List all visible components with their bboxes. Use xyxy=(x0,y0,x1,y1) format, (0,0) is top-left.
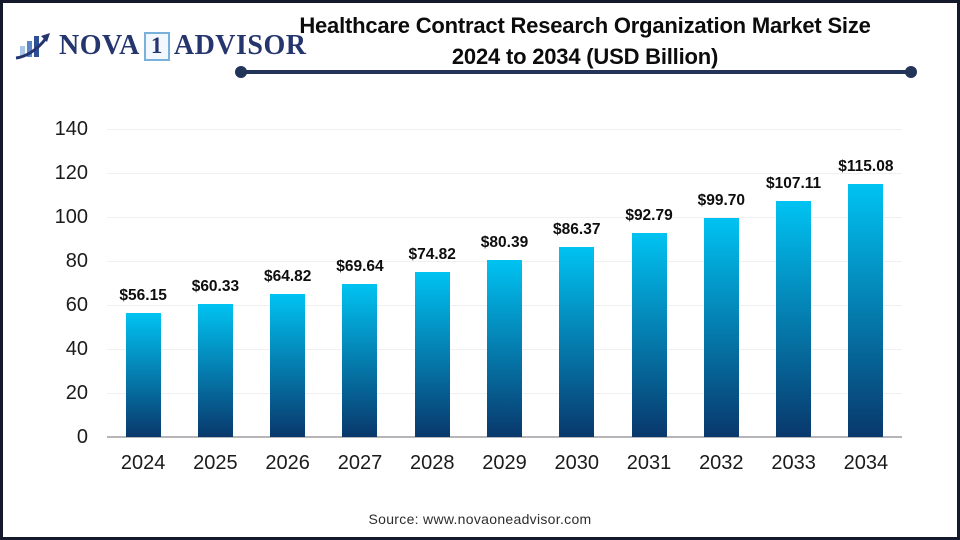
x-axis-label-2031: 2031 xyxy=(626,452,672,474)
bar-2029 xyxy=(487,260,522,437)
bar-value-label-2028: $74.82 xyxy=(408,246,456,263)
y-axis-label-60: 60 xyxy=(65,294,88,316)
bar-value-label-2033: $107.11 xyxy=(765,175,822,192)
bar-value-label-2030: $86.37 xyxy=(553,221,601,238)
bar-2033 xyxy=(776,201,812,437)
gridline-140 xyxy=(107,129,902,130)
bar-2032 xyxy=(703,218,739,437)
bar-2031 xyxy=(631,233,667,437)
x-axis-label-2029: 2029 xyxy=(482,452,527,474)
page-title: Healthcare Contract Research Organizatio… xyxy=(245,10,925,72)
y-axis-label-140: 140 xyxy=(54,118,88,140)
x-axis-label-2030: 2030 xyxy=(554,452,600,474)
bar-value-label-2025: $60.33 xyxy=(191,278,240,295)
x-axis-label-2025: 2025 xyxy=(193,452,238,474)
bar-value-label-2031: $92.79 xyxy=(625,207,673,224)
logo-text-nova: NOVA xyxy=(59,30,140,61)
logo-growth-bars-icon xyxy=(15,33,50,60)
bar-value-label-2026: $64.82 xyxy=(263,268,312,285)
y-axis-label-20: 20 xyxy=(65,382,88,404)
bar-2027 xyxy=(342,284,378,437)
bar-2030 xyxy=(559,247,595,437)
x-axis-label-2026: 2026 xyxy=(265,452,310,474)
logo-text-advisor: ADVISOR xyxy=(173,30,307,61)
bar-2025 xyxy=(197,304,233,437)
title-underline xyxy=(235,66,917,78)
title-line-1: Healthcare Contract Research Organizatio… xyxy=(299,13,871,38)
bar-2034 xyxy=(848,184,884,437)
logo-text-one: 1 xyxy=(143,31,170,61)
bar-value-label-2034: $115.08 xyxy=(838,158,894,175)
source-text: Source: www.novaoneadvisor.com xyxy=(368,511,592,527)
gridline-100 xyxy=(107,217,902,218)
logo: NOVA 1 ADVISOR xyxy=(14,28,306,64)
x-axis-label-2027: 2027 xyxy=(337,452,383,474)
x-axis-line xyxy=(107,436,902,438)
title-line-2: 2024 to 2034 (USD Billion) xyxy=(451,44,719,69)
bar-value-label-2029: $80.39 xyxy=(480,234,529,251)
y-axis-label-80: 80 xyxy=(65,250,88,272)
x-axis-label-2032: 2032 xyxy=(699,452,744,474)
bar-2024 xyxy=(125,313,161,437)
gridline-120 xyxy=(107,173,902,174)
x-axis-label-2024: 2024 xyxy=(120,452,166,474)
y-axis-label-0: 0 xyxy=(76,426,88,448)
y-axis-label-100: 100 xyxy=(54,206,88,228)
x-axis-label-2028: 2028 xyxy=(409,452,455,474)
bar-value-label-2027: $69.64 xyxy=(336,258,384,275)
bar-2026 xyxy=(270,294,306,437)
bar-value-label-2024: $56.15 xyxy=(119,287,167,304)
x-axis-label-2034: 2034 xyxy=(843,452,889,474)
x-axis-label-2033: 2033 xyxy=(771,452,816,474)
bar-2028 xyxy=(414,272,450,437)
y-axis-label-120: 120 xyxy=(54,162,88,184)
bar-value-label-2032: $99.70 xyxy=(697,192,746,209)
y-axis-label-40: 40 xyxy=(65,338,88,360)
